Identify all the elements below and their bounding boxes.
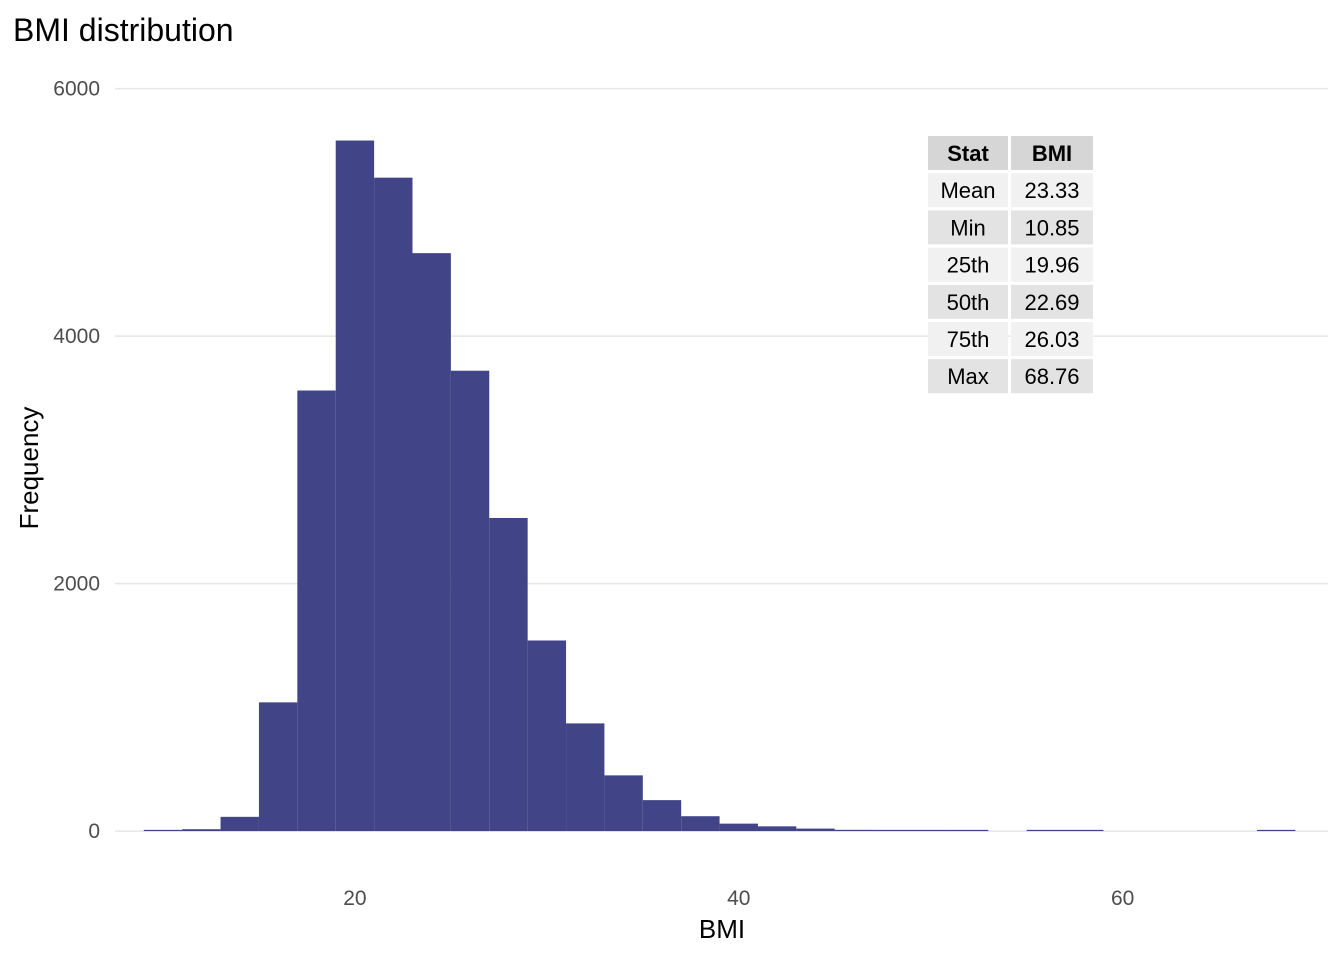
x-tick-label: 20: [343, 887, 366, 910]
histogram-bar: [1256, 829, 1296, 832]
table-cell: 23.33: [1024, 178, 1079, 203]
table-cell: 10.85: [1024, 215, 1079, 240]
table-cell-bg: [1011, 173, 1093, 208]
histogram-bar: [949, 829, 989, 832]
histogram-bar: [719, 823, 758, 832]
table-cell-bg: [1011, 359, 1093, 394]
table-cell: 22.69: [1024, 290, 1079, 315]
table-cell-bg: [1011, 284, 1093, 319]
chart-title: BMI distribution: [13, 12, 234, 48]
histogram-bar: [489, 517, 528, 832]
table-header-cell-bg: [928, 136, 1008, 170]
x-tick-label: 60: [1111, 887, 1134, 910]
table-cell-bg: [1011, 210, 1093, 245]
table-cell: 25th: [947, 253, 990, 278]
histogram-bar: [182, 829, 221, 832]
histogram-bar: [143, 829, 183, 832]
histogram-bar: [297, 390, 336, 832]
table-cell: 75th: [947, 327, 990, 352]
histogram-bar: [335, 140, 375, 832]
histogram-bar: [873, 829, 912, 832]
histogram-bar: [566, 723, 605, 832]
summary-stats-table: Stat BMI Mean 23.33 Min 10.85 25th 19.96 50th 22.…: [928, 136, 1093, 394]
y-tick-label: 0: [88, 820, 100, 843]
histogram-bar: [911, 829, 950, 832]
histogram-bar: [642, 800, 682, 832]
table-cell-bg: [928, 359, 1008, 394]
table-cell-bg: [1011, 247, 1093, 282]
histogram-bar: [412, 253, 451, 832]
histogram-bar: [258, 702, 298, 832]
histogram-bar: [834, 829, 874, 832]
table-cell-bg: [928, 210, 1008, 245]
table-header-cell: Stat: [947, 141, 989, 166]
x-tick-label: 40: [727, 887, 750, 910]
y-axis-title: Frequency: [14, 407, 44, 530]
table-cell: Max: [947, 364, 989, 389]
histogram-bar: [604, 775, 643, 832]
histogram-bar: [757, 826, 797, 832]
table-header-cell-bg: [1011, 136, 1093, 170]
table-cell-bg: [928, 284, 1008, 319]
table-cell-bg: [928, 247, 1008, 282]
histogram-bar: [1065, 829, 1104, 832]
table-cell: 68.76: [1024, 364, 1079, 389]
histogram-bar: [374, 177, 413, 832]
table-cell-bg: [928, 322, 1008, 356]
histogram-bar: [681, 816, 720, 832]
x-axis-title: BMI: [699, 914, 745, 944]
x-axis-ticks: 20 40 60: [343, 887, 1134, 910]
histogram-bar: [527, 640, 567, 832]
y-tick-label: 2000: [53, 573, 100, 596]
y-tick-label: 4000: [53, 325, 100, 348]
table-cell: 50th: [947, 290, 990, 315]
table-cell: 26.03: [1024, 327, 1079, 352]
table-cell: Min: [950, 215, 985, 240]
table-cell: 19.96: [1024, 253, 1079, 278]
histogram-bar: [796, 828, 835, 832]
table-header-cell: BMI: [1032, 141, 1072, 166]
table-cell: Mean: [940, 178, 995, 203]
table-cell-bg: [928, 173, 1008, 208]
histogram-bar: [450, 370, 490, 832]
y-tick-label: 6000: [53, 78, 100, 101]
y-axis-ticks: 0 2000 4000 6000: [53, 78, 100, 844]
histogram-bar: [220, 816, 259, 832]
histogram-bars: [143, 140, 1296, 832]
histogram-bar: [1026, 829, 1066, 832]
table-cell-bg: [1011, 322, 1093, 356]
